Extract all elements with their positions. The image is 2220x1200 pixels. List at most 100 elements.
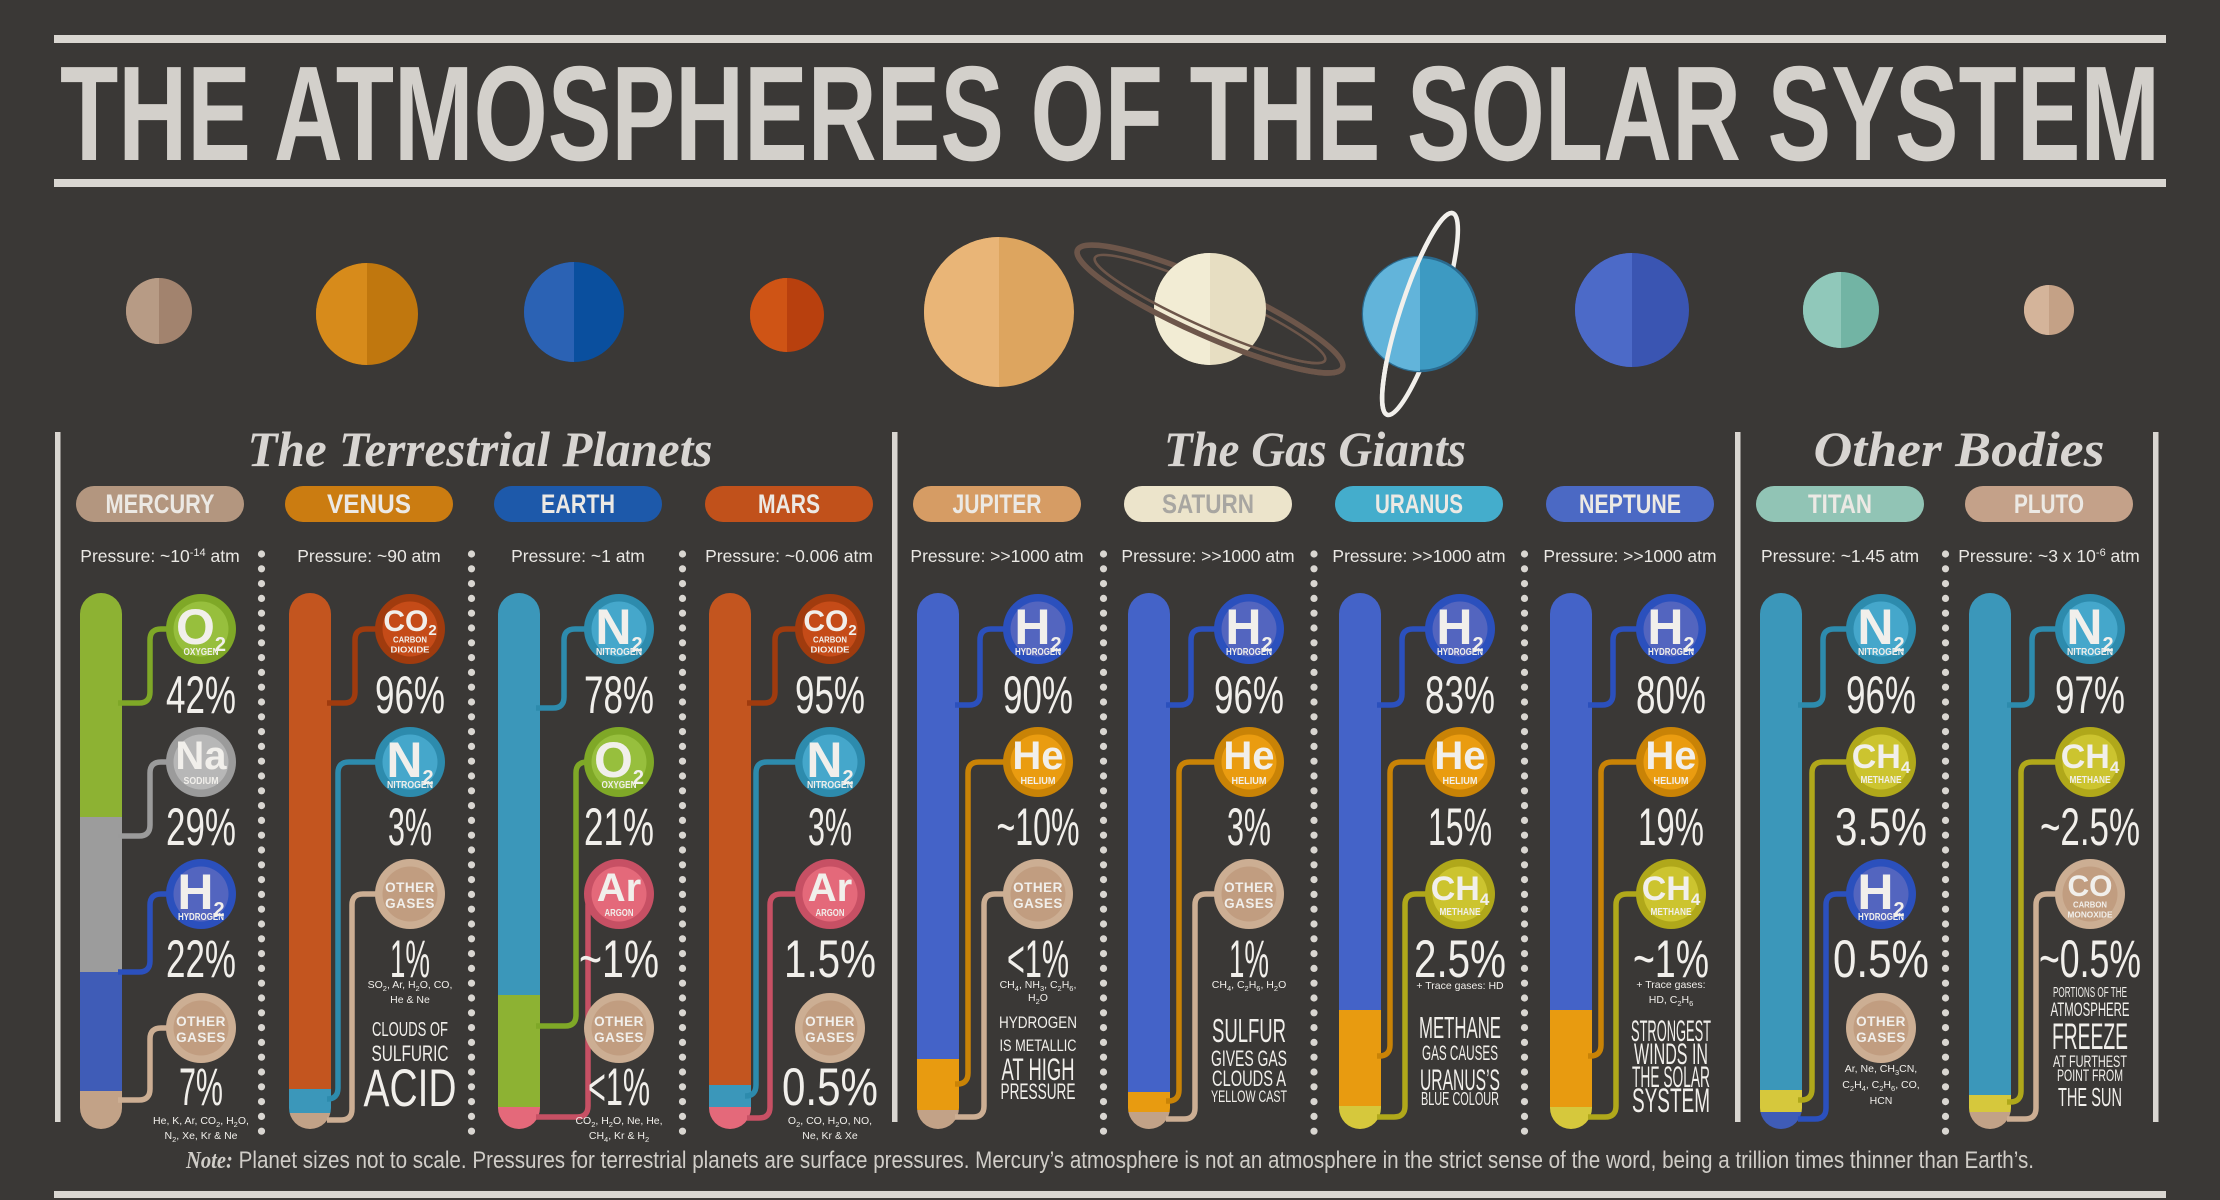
svg-text:ATMOSPHERE: ATMOSPHERE [2051, 1000, 2130, 1021]
svg-text:HYDROGEN: HYDROGEN [1858, 912, 1904, 923]
svg-text:Ar: Ar [597, 866, 641, 910]
svg-text:He: He [1012, 734, 1063, 778]
svg-text:TITAN: TITAN [1808, 489, 1872, 519]
svg-text:NITROGEN: NITROGEN [807, 780, 853, 791]
svg-text:CO2​, H2​O, Ne, He,: CO2​, H2​O, Ne, He, [575, 1115, 662, 1129]
svg-text:HD, C2​H6​: HD, C2​H6​ [1649, 994, 1694, 1008]
svg-text:O2​, CO, H2​O, NO,: O2​, CO, H2​O, NO, [788, 1115, 872, 1129]
svg-text:GIVES GAS: GIVES GAS [1211, 1046, 1287, 1071]
svg-text:19%: 19% [1638, 798, 1704, 857]
svg-text:METHANE: METHANE [1419, 1010, 1501, 1045]
svg-text:NITROGEN: NITROGEN [2067, 647, 2113, 658]
svg-text:He & Ne: He & Ne [390, 994, 430, 1006]
svg-text:He: He [1434, 734, 1485, 778]
svg-text:THE SUN: THE SUN [2058, 1082, 2122, 1112]
svg-text:SO2​, Ar, H2​O, CO,: SO2​, Ar, H2​O, CO, [368, 979, 453, 993]
svg-text:<1%: <1% [1007, 930, 1069, 989]
svg-text:NITROGEN: NITROGEN [1858, 647, 1904, 658]
svg-text:PRESSURE: PRESSURE [1001, 1079, 1076, 1104]
svg-text:SATURN: SATURN [1162, 489, 1254, 519]
svg-text:83%: 83% [1425, 666, 1495, 725]
svg-text:OTHER: OTHER [805, 1014, 855, 1029]
svg-text:HELIUM: HELIUM [1232, 776, 1267, 787]
svg-text:96%: 96% [1846, 666, 1916, 725]
svg-text:OXYGEN: OXYGEN [602, 780, 637, 791]
svg-text:CARBON: CARBON [393, 635, 427, 645]
svg-text:OTHER: OTHER [1013, 880, 1063, 895]
svg-text:GASES: GASES [805, 1030, 855, 1045]
svg-text:+ Trace gases:: + Trace gases: [1636, 979, 1705, 991]
svg-text:96%: 96% [1214, 666, 1284, 725]
svg-text:7%: 7% [179, 1058, 223, 1117]
svg-text:AT FURTHEST: AT FURTHEST [2053, 1052, 2127, 1071]
svg-text:CH4​, NH3​, C2​H6​,: CH4​, NH3​, C2​H6​, [1000, 979, 1077, 993]
svg-text:DIOXIDE: DIOXIDE [391, 645, 430, 655]
svg-text:NEPTUNE: NEPTUNE [1579, 489, 1681, 519]
svg-text:PLUTO: PLUTO [2014, 489, 2084, 519]
svg-text:Na: Na [175, 734, 227, 778]
svg-text:CO2: CO2 [803, 605, 856, 639]
svg-text:22%: 22% [166, 930, 236, 989]
svg-text:HYDROGEN: HYDROGEN [999, 1013, 1077, 1032]
svg-text:78%: 78% [584, 666, 654, 725]
svg-text:OTHER: OTHER [385, 880, 435, 895]
svg-text:~10%: ~10% [997, 798, 1080, 857]
svg-text:ARGON: ARGON [605, 908, 634, 919]
svg-text:~2.5%: ~2.5% [2040, 798, 2140, 857]
svg-text:HYDROGEN: HYDROGEN [1226, 647, 1272, 658]
svg-text:SULFUR: SULFUR [1212, 1012, 1286, 1049]
svg-text:SYSTEM: SYSTEM [1632, 1082, 1710, 1120]
svg-text:0.5%: 0.5% [1833, 930, 1929, 989]
svg-text:95%: 95% [795, 666, 865, 725]
svg-text:HYDROGEN: HYDROGEN [1648, 647, 1694, 658]
svg-text:Pressure: >>1000 atm: Pressure: >>1000 atm [910, 546, 1083, 566]
svg-text:Pressure: >>1000 atm: Pressure: >>1000 atm [1121, 546, 1294, 566]
svg-text:Pressure: ~0.006 atm: Pressure: ~0.006 atm [705, 546, 873, 566]
svg-text:80%: 80% [1636, 666, 1706, 725]
svg-text:96%: 96% [375, 666, 445, 725]
svg-text:3.5%: 3.5% [1835, 798, 1927, 857]
svg-text:The Terrestrial Planets: The Terrestrial Planets [248, 421, 713, 477]
svg-text:MONOXIDE: MONOXIDE [2068, 910, 2113, 920]
svg-text:3%: 3% [1227, 798, 1271, 857]
svg-text:2.5%: 2.5% [1414, 930, 1506, 989]
svg-text:NITROGEN: NITROGEN [387, 780, 433, 791]
svg-text:HELIUM: HELIUM [1443, 776, 1478, 787]
svg-text:CH4​, C2​H6​, H2​O: CH4​, C2​H6​, H2​O [1212, 979, 1286, 993]
svg-text:1%: 1% [1229, 930, 1269, 989]
svg-text:N2​, Xe, Kr & Ne: N2​, Xe, Kr & Ne [164, 1130, 237, 1144]
svg-text:ARGON: ARGON [816, 908, 845, 919]
svg-text:CLOUDS OF: CLOUDS OF [372, 1019, 448, 1041]
svg-text:CARBON: CARBON [813, 635, 847, 645]
svg-text:HYDROGEN: HYDROGEN [1437, 647, 1483, 658]
svg-text:IS METALLIC: IS METALLIC [1000, 1036, 1077, 1055]
svg-text:0.5%: 0.5% [782, 1058, 878, 1117]
svg-text:42%: 42% [166, 666, 236, 725]
svg-text:Other Bodies: Other Bodies [1814, 421, 2105, 477]
svg-text:METHANE: METHANE [2070, 775, 2111, 786]
svg-text:SODIUM: SODIUM [184, 776, 219, 787]
svg-text:~1%: ~1% [579, 930, 659, 989]
svg-text:15%: 15% [1428, 798, 1492, 857]
svg-text:OTHER: OTHER [1224, 880, 1274, 895]
svg-text:21%: 21% [584, 798, 654, 857]
svg-text:GASES: GASES [594, 1030, 644, 1045]
svg-text:PORTIONS OF THE: PORTIONS OF THE [2053, 984, 2127, 1001]
svg-text:MARS: MARS [758, 489, 820, 519]
svg-text:<1%: <1% [588, 1058, 650, 1117]
svg-text:URANUS’S: URANUS’S [1420, 1064, 1500, 1097]
svg-text:3%: 3% [388, 798, 432, 857]
svg-text:90%: 90% [1003, 666, 1073, 725]
svg-text:Ne, Kr & Xe: Ne, Kr & Xe [802, 1130, 858, 1142]
svg-text:METHANE: METHANE [1651, 907, 1692, 918]
svg-text:The Gas Giants: The Gas Giants [1164, 421, 1466, 477]
svg-text:~1%: ~1% [1633, 930, 1709, 989]
svg-text:~0.5%: ~0.5% [2039, 930, 2141, 989]
svg-text:AT HIGH: AT HIGH [1002, 1051, 1075, 1087]
svg-text:OTHER: OTHER [594, 1014, 644, 1029]
svg-text:THE ATMOSPHERES OF THE SOLAR S: THE ATMOSPHERES OF THE SOLAR SYSTEM [60, 38, 2160, 189]
svg-text:CLOUDS A: CLOUDS A [1212, 1066, 1286, 1091]
svg-text:Note: Planet sizes not to scal: Note: Planet sizes not to scale. Pressur… [185, 1147, 2034, 1174]
svg-text:VENUS: VENUS [327, 489, 411, 519]
svg-text:97%: 97% [2055, 666, 2125, 725]
